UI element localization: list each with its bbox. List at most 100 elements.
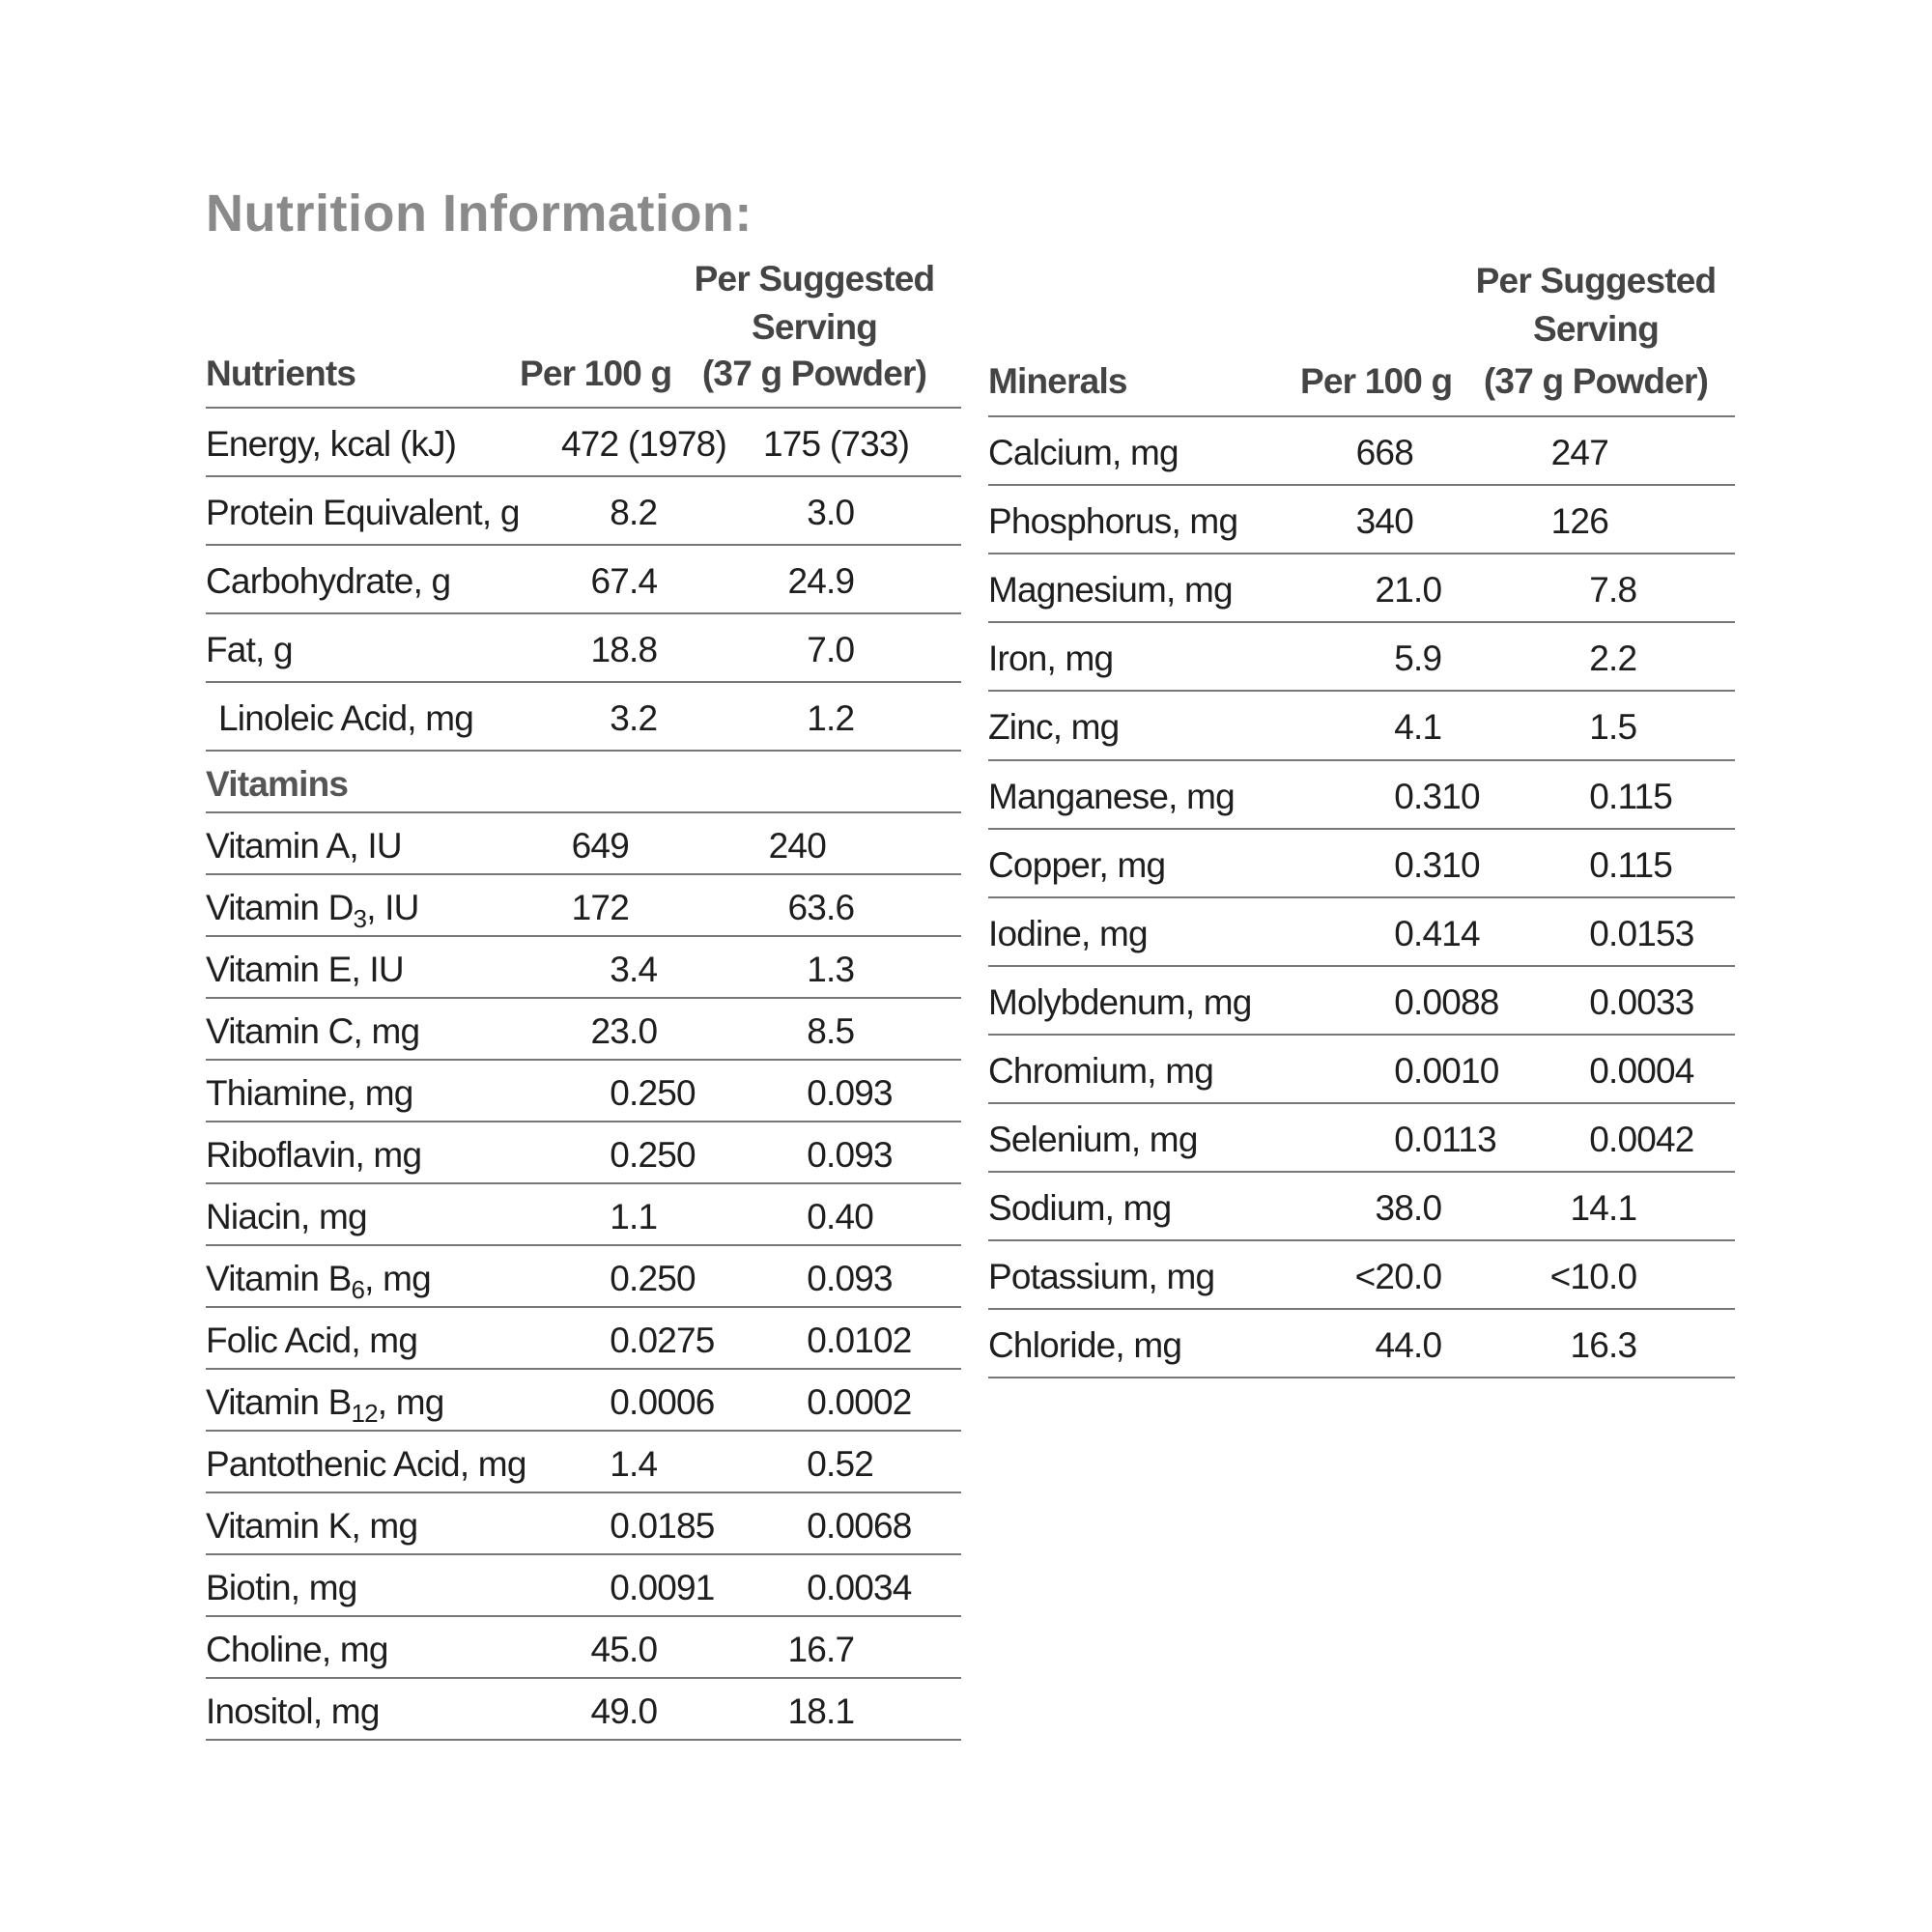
nutrient-name: Folic Acid, mg [206, 1320, 418, 1360]
nutrient-name: Choline, mg [206, 1632, 388, 1667]
value-per-100g: 0.250 [610, 1134, 696, 1175]
nutrient-name-text: Magnesium, mg [988, 570, 1234, 611]
value-per-serving: 14.1 [1570, 1188, 1637, 1229]
section-label: Vitamins [206, 763, 349, 804]
row-divider [988, 1239, 1735, 1242]
value-per-serving: 0.52 [807, 1443, 874, 1484]
nutrient-name: Carbohydrate, g [206, 563, 451, 599]
value-per-100g: 44.0 [1375, 1325, 1442, 1366]
value-per-100g: 340 [1355, 501, 1414, 542]
right-header-serving-line3: (37 g Powder) [1483, 361, 1709, 401]
nutrient-name: Biotin, mg [206, 1570, 357, 1605]
value-per-serving: 0.115 [1589, 776, 1673, 816]
nutrient-name: Fat, g [206, 632, 294, 668]
value-per-100g: <20.0 [1354, 1257, 1442, 1297]
value-per-serving: 0.0068 [807, 1505, 912, 1546]
nutrient-name: Molybdenum, mg [988, 984, 1252, 1020]
nutrient-name-text: Thiamine, mg [206, 1072, 413, 1113]
value-per-100g: 3.4 [610, 949, 658, 989]
nutrient-name-text: Sodium, mg [988, 1188, 1172, 1229]
value-per-serving: 0.0004 [1589, 1050, 1694, 1091]
nutrient-name-text: Folic Acid, mg [206, 1320, 418, 1360]
row-divider [206, 1553, 961, 1555]
left-header-serving-line2: Serving [751, 307, 878, 347]
value-per-100g: 45.0 [590, 1629, 658, 1669]
nutrient-name: Sodium, mg [988, 1188, 1172, 1229]
value-per-100g: 0.0185 [610, 1505, 715, 1546]
value-per-serving: 0.0042 [1589, 1120, 1694, 1160]
row-divider [206, 612, 961, 614]
value-per-serving: 7.8 [1589, 570, 1637, 611]
nutrient-name-text: Inositol, mg [206, 1690, 380, 1731]
value-per-100g: 472 (1978) [561, 424, 727, 464]
nutrient-name: Protein Equivalent, g [206, 495, 520, 530]
nutrient-name-text: Potassium, mg [988, 1257, 1215, 1297]
nutrient-name-text: Pantothenic Acid, mg [206, 1443, 526, 1484]
nutrient-name: Chloride, mg [988, 1325, 1182, 1366]
row-divider [988, 1171, 1735, 1174]
row-divider [206, 997, 961, 999]
nutrient-name-text: Selenium, mg [988, 1120, 1198, 1160]
nutrient-name: Selenium, mg [988, 1122, 1198, 1157]
value-per-serving: 247 [1550, 433, 1609, 473]
nutrient-name-text: Calcium, mg [988, 433, 1179, 473]
nutrient-name-text: Chloride, mg [988, 1325, 1182, 1366]
row-divider [206, 1430, 961, 1432]
nutrient-unit: , IU [366, 887, 419, 927]
right-header-divider [988, 415, 1735, 417]
nutrient-name: Vitamin E, IU [206, 952, 405, 987]
value-per-serving: 0.115 [1589, 844, 1673, 885]
nutrient-name: Niacin, mg [206, 1199, 368, 1235]
nutrient-name: Vitamin A, IU [206, 828, 403, 864]
row-divider [988, 895, 1735, 898]
value-per-serving: 1.3 [807, 949, 855, 989]
nutrient-name: Thiamine, mg [206, 1075, 413, 1111]
nutrient-name: Pantothenic Acid, mg [206, 1446, 526, 1482]
row-divider [206, 1306, 961, 1308]
nutrient-name-text: Phosphorus, mg [988, 501, 1238, 542]
nutrient-name-text: Vitamin B [206, 1381, 352, 1422]
nutrient-name: Vitamin K, mg [206, 1505, 418, 1546]
value-per-100g: 4.1 [1394, 707, 1442, 748]
value-per-serving: 0.0034 [807, 1567, 912, 1607]
left-header-serving-line3: (37 g Powder) [701, 354, 927, 393]
row-divider [206, 1182, 961, 1184]
nutrient-name-text: Vitamin K, mg [206, 1505, 418, 1546]
value-per-100g: 0.0088 [1394, 981, 1499, 1022]
row-divider [988, 484, 1735, 487]
row-divider [988, 964, 1735, 967]
row-divider [206, 811, 961, 813]
row-divider [988, 690, 1735, 693]
value-per-serving: 24.9 [787, 561, 855, 601]
value-per-serving: 8.5 [807, 1010, 855, 1051]
nutrient-name-text: Riboflavin, mg [206, 1134, 422, 1175]
row-divider [988, 758, 1735, 761]
left-header-serving-line1: Per Suggested [694, 259, 935, 298]
row-divider [206, 750, 961, 752]
page-title: Nutrition Information: [206, 185, 753, 242]
nutrient-name: Magnesium, mg [988, 570, 1234, 611]
left-header-per100: Per 100 g [520, 354, 672, 393]
value-per-100g: 21.0 [1375, 570, 1442, 611]
value-per-100g: 18.8 [590, 630, 658, 669]
row-divider [988, 827, 1735, 830]
value-per-100g: 8.2 [610, 493, 658, 532]
nutrient-name-text: Vitamin D [206, 887, 354, 927]
nutrient-name-text: Molybdenum, mg [988, 981, 1252, 1022]
value-per-100g: 1.1 [610, 1196, 658, 1236]
right-header-per100: Per 100 g [1300, 361, 1453, 401]
row-divider [206, 1615, 961, 1617]
value-per-serving: 2.2 [1589, 639, 1637, 679]
row-divider [206, 475, 961, 477]
value-per-serving: 1.5 [1589, 707, 1637, 748]
value-per-100g: 0.310 [1394, 844, 1480, 885]
nutrient-name: Manganese, mg [988, 779, 1236, 814]
nutrient-name-text: Vitamin C, mg [206, 1010, 420, 1051]
value-per-100g: 3.2 [610, 698, 658, 738]
value-per-serving: 126 [1550, 501, 1609, 542]
row-divider [206, 1121, 961, 1122]
value-per-100g: 23.0 [590, 1010, 658, 1051]
value-per-serving: 175 (733) [763, 424, 910, 464]
nutrient-name: Phosphorus, mg [988, 501, 1238, 542]
nutrient-subscript: 6 [351, 1274, 365, 1304]
